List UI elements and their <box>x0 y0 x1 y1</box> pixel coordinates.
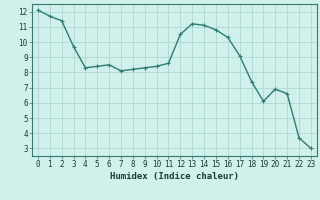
X-axis label: Humidex (Indice chaleur): Humidex (Indice chaleur) <box>110 172 239 181</box>
